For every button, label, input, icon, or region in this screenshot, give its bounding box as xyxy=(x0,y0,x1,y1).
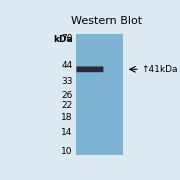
Text: 22: 22 xyxy=(62,101,73,110)
Text: 18: 18 xyxy=(61,113,73,122)
Text: Western Blot: Western Blot xyxy=(71,16,142,26)
Text: 14: 14 xyxy=(61,127,73,136)
Text: 33: 33 xyxy=(61,77,73,86)
FancyBboxPatch shape xyxy=(76,66,104,72)
Text: kDa: kDa xyxy=(53,35,73,44)
Text: ↑41kDa: ↑41kDa xyxy=(141,65,178,74)
Text: 44: 44 xyxy=(62,61,73,70)
Text: 26: 26 xyxy=(61,91,73,100)
Text: 10: 10 xyxy=(61,147,73,156)
Bar xyxy=(76,34,123,155)
Text: 70: 70 xyxy=(61,34,73,43)
